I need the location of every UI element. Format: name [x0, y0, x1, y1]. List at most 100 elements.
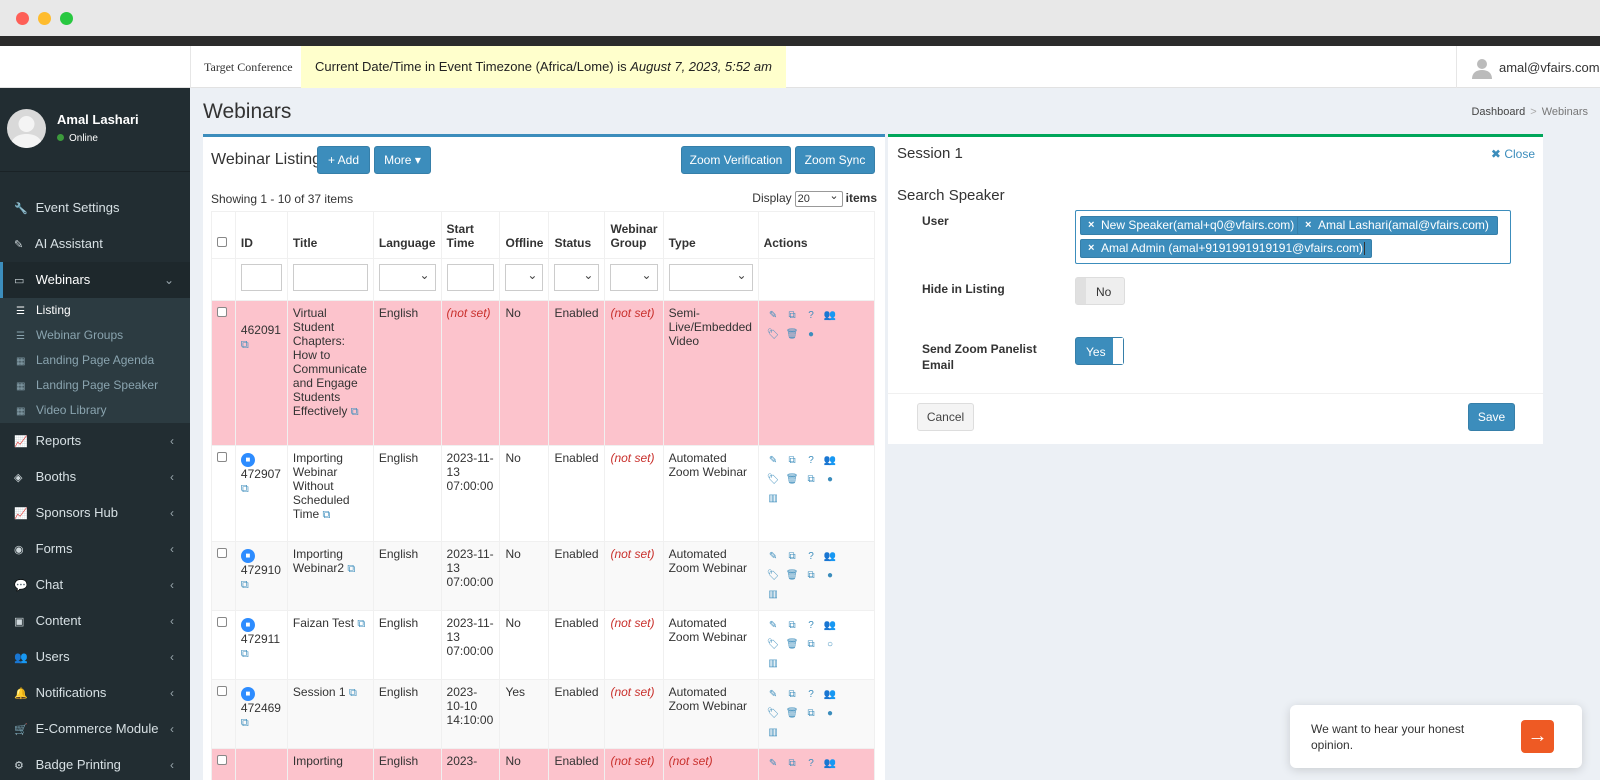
copy-icon[interactable]: ⧉ — [788, 758, 796, 769]
edit-icon[interactable]: ✎ — [768, 310, 778, 321]
group-filter-select[interactable] — [610, 264, 658, 291]
row-checkbox[interactable] — [217, 548, 227, 558]
status-dot-icon[interactable]: ● — [827, 708, 834, 719]
speaker-select-input[interactable]: × New Speaker(amal+q0@vfairs.com) × Amal L… — [1075, 210, 1511, 264]
copy-icon[interactable]: ⧉ — [240, 339, 249, 351]
remove-tag-icon[interactable]: × — [1088, 242, 1095, 254]
sidebar-subitem-listing[interactable]: ☰ Listing — [0, 298, 190, 323]
column-header[interactable]: Type — [662, 211, 759, 259]
select-all-checkbox[interactable] — [217, 237, 227, 247]
users-icon[interactable]: 👥 — [823, 689, 837, 700]
trash-icon[interactable]: 🗑 — [785, 708, 799, 719]
zoom-sync-button[interactable]: Zoom Sync — [795, 146, 875, 174]
sidebar-item-badge-printing[interactable]: ⚙ Badge Printing ‹ — [0, 747, 190, 780]
users-icon[interactable]: 👥 — [823, 758, 837, 769]
edit-icon[interactable]: ✎ — [768, 551, 778, 562]
start-time-filter-input[interactable] — [446, 264, 495, 291]
sidebar-subitem-landing-agenda[interactable]: ▦ Landing Page Agenda — [0, 348, 190, 373]
tags-icon[interactable]: 🏷 — [766, 329, 780, 340]
copy-icon[interactable]: ⧉ — [240, 648, 249, 660]
copy-icon[interactable]: ⧉ — [807, 639, 815, 650]
cancel-button[interactable]: Cancel — [917, 403, 974, 431]
tags-icon[interactable]: 🏷 — [766, 639, 780, 650]
sidebar-subitem-video-library[interactable]: ▦ Video Library — [0, 398, 190, 423]
event-name[interactable]: Target Conference — [190, 46, 301, 88]
column-header[interactable]: Title — [286, 211, 374, 259]
question-icon[interactable]: ? — [808, 620, 814, 631]
users-icon[interactable]: 👥 — [823, 455, 837, 466]
sidebar-item-booths[interactable]: ◈ Booths ‹ — [0, 459, 190, 495]
users-icon[interactable]: 👥 — [823, 620, 837, 631]
copy-icon[interactable]: ⧉ — [348, 687, 357, 699]
users-icon[interactable]: 👥 — [823, 310, 837, 321]
row-checkbox[interactable] — [217, 307, 227, 317]
copy-icon[interactable]: ⧉ — [788, 551, 796, 562]
sidebar-item-event-settings[interactable]: 🔧 Event Settings — [0, 190, 190, 226]
zoom-verification-button[interactable]: Zoom Verification — [681, 146, 791, 174]
sidebar-item-ecommerce[interactable]: 🛒 E-Commerce Module ‹ — [0, 711, 190, 747]
copy-icon[interactable]: ⧉ — [240, 717, 249, 729]
row-checkbox[interactable] — [217, 617, 227, 627]
column-header[interactable]: Language — [372, 211, 442, 259]
sidebar-item-users[interactable]: 👥 Users ‹ — [0, 639, 190, 675]
add-button[interactable]: + Add — [317, 146, 370, 174]
status-dot-icon[interactable]: ● — [808, 329, 815, 340]
copy-icon[interactable]: ⧉ — [322, 509, 331, 521]
column-header[interactable]: Offline — [499, 211, 550, 259]
copy-icon[interactable]: ⧉ — [350, 406, 359, 418]
copy-icon[interactable]: ⧉ — [807, 474, 815, 485]
sidebar-item-chat[interactable]: 💬 Chat ‹ — [0, 567, 190, 603]
edit-icon[interactable]: ✎ — [768, 689, 778, 700]
sidebar-item-ai-assistant[interactable]: ✎ AI Assistant — [0, 226, 190, 262]
arrow-right-icon[interactable]: → — [1521, 720, 1554, 753]
status-filter-select[interactable] — [554, 264, 600, 291]
bar-chart-icon[interactable]: ▥ — [768, 493, 778, 504]
trash-icon[interactable]: 🗑 — [785, 329, 799, 340]
tags-icon[interactable]: 🏷 — [766, 570, 780, 581]
id-filter-input[interactable] — [240, 264, 282, 291]
column-header[interactable]: ID — [234, 211, 288, 259]
maximize-window-icon[interactable] — [60, 12, 73, 25]
question-icon[interactable]: ? — [808, 310, 814, 321]
remove-tag-icon[interactable]: × — [1088, 219, 1095, 231]
copy-icon[interactable]: ⧉ — [788, 689, 796, 700]
copy-icon[interactable]: ⧉ — [788, 310, 796, 321]
users-icon[interactable]: 👥 — [823, 551, 837, 562]
row-checkbox[interactable] — [217, 755, 227, 765]
question-icon[interactable]: ? — [808, 551, 814, 562]
question-icon[interactable]: ? — [808, 455, 814, 466]
status-dot-icon[interactable]: ● — [827, 570, 834, 581]
status-dot-icon[interactable]: ● — [827, 474, 834, 485]
remove-tag-icon[interactable]: × — [1305, 219, 1312, 231]
sidebar-item-sponsors-hub[interactable]: 📈 Sponsors Hub ‹ — [0, 495, 190, 531]
copy-icon[interactable]: ⧉ — [807, 570, 815, 581]
bar-chart-icon[interactable]: ▥ — [768, 727, 778, 738]
copy-icon[interactable]: ⧉ — [240, 483, 249, 495]
edit-icon[interactable]: ✎ — [768, 620, 778, 631]
title-filter-input[interactable] — [292, 264, 368, 291]
type-filter-select[interactable] — [668, 264, 753, 291]
copy-icon[interactable]: ⧉ — [357, 618, 366, 630]
sidebar-subitem-webinar-groups[interactable]: ☰ Webinar Groups — [0, 323, 190, 348]
page-size-select[interactable]: 20 — [794, 189, 843, 207]
row-checkbox[interactable] — [217, 452, 227, 462]
sidebar-subitem-landing-speaker[interactable]: ▦ Landing Page Speaker — [0, 373, 190, 398]
hide-listing-toggle[interactable]: No — [1075, 277, 1125, 305]
trash-icon[interactable]: 🗑 — [785, 639, 799, 650]
edit-icon[interactable]: ✎ — [768, 455, 778, 466]
more-button[interactable]: More ▾ — [374, 146, 431, 174]
breadcrumb-dashboard[interactable]: Dashboard — [1471, 106, 1526, 118]
trash-icon[interactable]: 🗑 — [785, 474, 799, 485]
row-checkbox[interactable] — [217, 686, 227, 696]
column-header[interactable]: Start Time — [440, 211, 501, 259]
user-menu[interactable]: amal@vfairs.com — [1456, 46, 1600, 88]
copy-icon[interactable]: ⧉ — [347, 563, 356, 575]
bar-chart-icon[interactable]: ▥ — [768, 658, 778, 669]
copy-icon[interactable]: ⧉ — [807, 708, 815, 719]
close-button[interactable]: ✖ Close — [1491, 147, 1535, 161]
language-filter-select[interactable] — [378, 264, 436, 291]
send-zoom-toggle[interactable]: Yes — [1075, 337, 1124, 365]
sidebar-item-forms[interactable]: ◉ Forms ‹ — [0, 531, 190, 567]
offline-filter-select[interactable] — [505, 264, 544, 291]
save-button[interactable]: Save — [1468, 403, 1515, 431]
